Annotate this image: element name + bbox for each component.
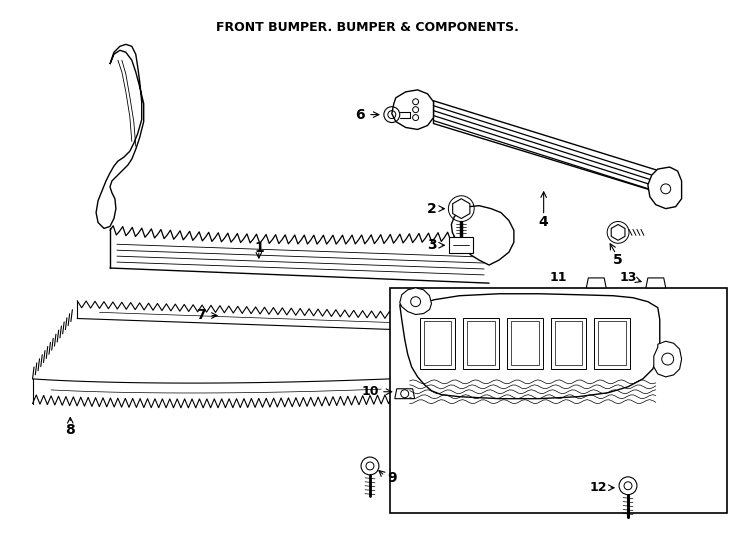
Text: FRONT BUMPER. BUMPER & COMPONENTS.: FRONT BUMPER. BUMPER & COMPONENTS. — [216, 21, 518, 33]
Polygon shape — [453, 199, 470, 219]
Bar — [550, 318, 586, 369]
Text: 3: 3 — [426, 238, 436, 252]
Polygon shape — [586, 278, 606, 288]
Polygon shape — [96, 44, 144, 228]
Text: 6: 6 — [355, 107, 365, 122]
Text: 10: 10 — [361, 385, 379, 398]
Bar — [507, 318, 542, 369]
Text: 5: 5 — [613, 253, 623, 267]
Text: 7: 7 — [197, 308, 206, 321]
Bar — [463, 318, 499, 369]
Bar — [555, 321, 582, 365]
Bar — [468, 321, 495, 365]
Bar — [511, 321, 539, 365]
Polygon shape — [392, 90, 434, 130]
Text: 13: 13 — [619, 272, 636, 285]
Polygon shape — [434, 101, 660, 193]
Polygon shape — [400, 288, 432, 314]
Text: 4: 4 — [539, 215, 548, 230]
Polygon shape — [611, 225, 625, 240]
Polygon shape — [395, 389, 415, 399]
Text: 11: 11 — [550, 272, 567, 285]
Polygon shape — [449, 238, 473, 253]
Text: 1: 1 — [254, 241, 264, 255]
Text: 8: 8 — [65, 423, 75, 437]
Text: 9: 9 — [387, 471, 396, 485]
Polygon shape — [654, 341, 682, 377]
Polygon shape — [451, 206, 514, 265]
Bar — [595, 318, 630, 369]
Polygon shape — [646, 278, 666, 288]
Text: 2: 2 — [426, 201, 437, 215]
Polygon shape — [400, 294, 660, 399]
Bar — [390, 288, 727, 514]
Bar — [420, 318, 455, 369]
Polygon shape — [648, 167, 682, 208]
Text: 12: 12 — [589, 481, 607, 494]
Bar — [424, 321, 451, 365]
Bar — [598, 321, 626, 365]
